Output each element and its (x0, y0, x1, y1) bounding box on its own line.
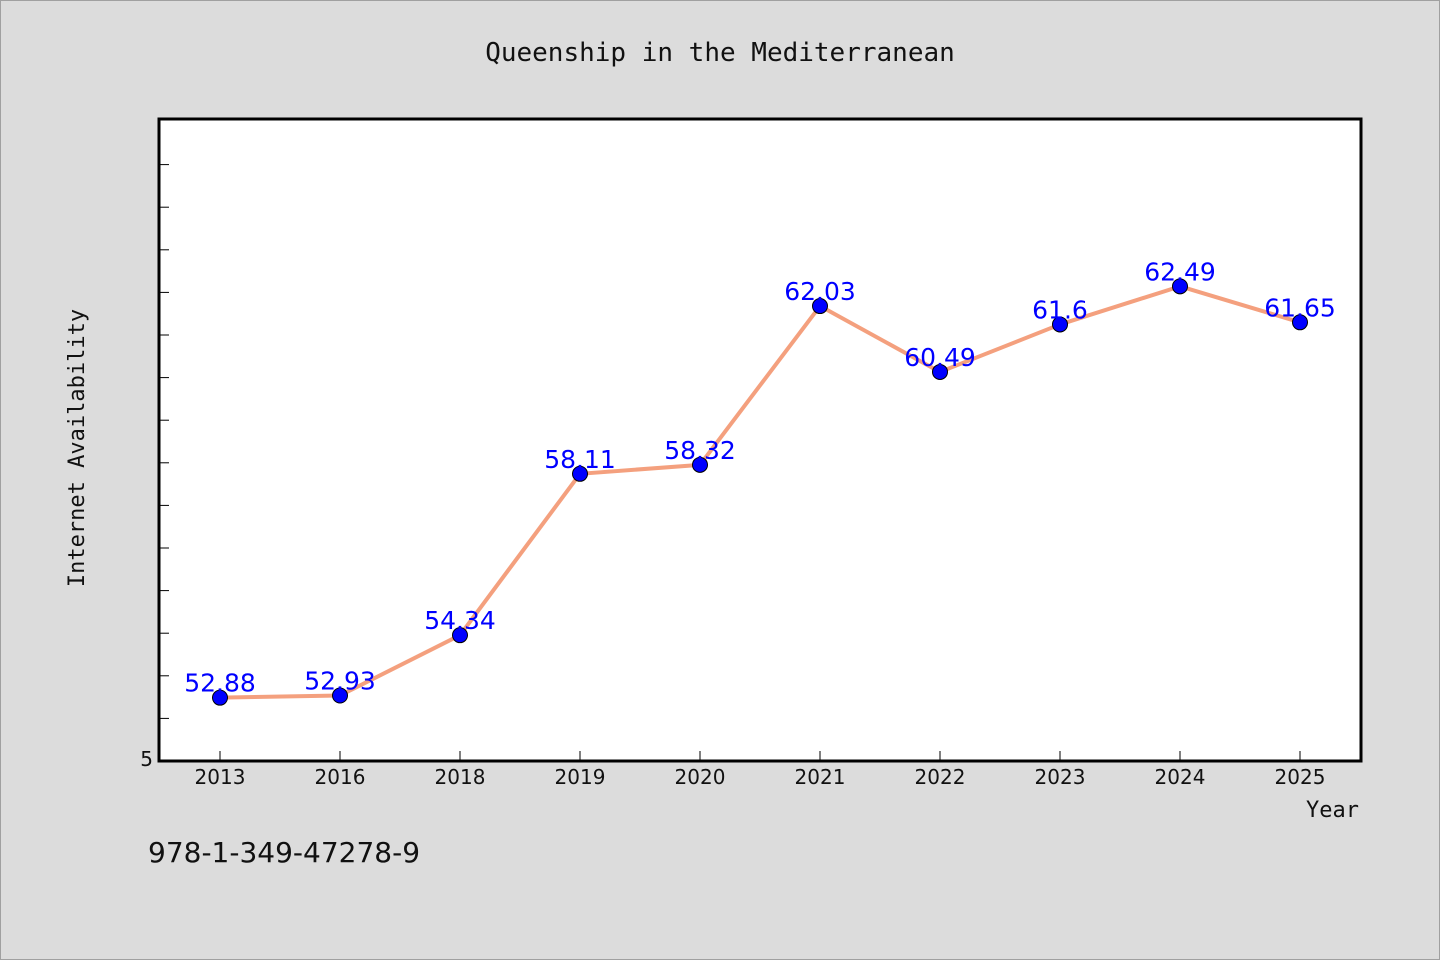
x-tick-label: 2021 (795, 765, 846, 789)
data-labels: 52.88 52.93 54.34 58.11 58.32 62.03 60.49 61.6 6… (184, 257, 1336, 697)
data-label: 58.11 (544, 445, 616, 474)
chart-title: Queenship in the Mediterranean (485, 38, 955, 68)
x-axis-ticks: 2013 2016 2018 2019 2020 2021 2022 2023 2024 2025 (195, 751, 1326, 789)
data-point (212, 689, 228, 706)
x-tick-label: 2013 (195, 765, 246, 789)
x-tick-label: 2022 (915, 765, 966, 789)
y-axis-ticks: 5 (140, 164, 169, 771)
data-label: 60.49 (904, 343, 976, 372)
y-tick-label: 5 (140, 747, 153, 771)
x-tick-label: 2023 (1035, 765, 1086, 789)
data-label: 54.34 (424, 606, 496, 635)
data-point (692, 456, 708, 473)
data-point (572, 465, 588, 482)
data-point (452, 627, 468, 644)
series-layer (212, 278, 1308, 706)
data-label: 52.88 (184, 669, 256, 698)
data-label: 52.93 (304, 667, 376, 696)
plot-area (157, 117, 1363, 763)
x-axis-label: Year (1306, 798, 1359, 823)
data-point (812, 298, 828, 315)
series-line (218, 284, 1302, 700)
x-tick-label: 2025 (1275, 765, 1326, 789)
data-point (1292, 314, 1308, 331)
data-point (1172, 278, 1188, 295)
data-label: 58.32 (664, 436, 736, 465)
data-point (1052, 316, 1068, 333)
x-tick-label: 2019 (555, 765, 606, 789)
data-label: 62.49 (1144, 257, 1216, 286)
x-tick-label: 2020 (675, 765, 726, 789)
x-tick-label: 2018 (435, 765, 486, 789)
data-label: 62.03 (784, 277, 856, 306)
x-tick-label: 2024 (1155, 765, 1206, 789)
isbn-text: 978-1-349-47278-9 (148, 836, 420, 869)
y-axis-label: Internet Availability (65, 309, 90, 587)
data-point (332, 687, 348, 704)
x-tick-label: 2016 (315, 765, 366, 789)
data-label: 61.6 (1032, 295, 1088, 324)
data-label: 61.65 (1264, 293, 1336, 322)
data-point (932, 363, 948, 380)
